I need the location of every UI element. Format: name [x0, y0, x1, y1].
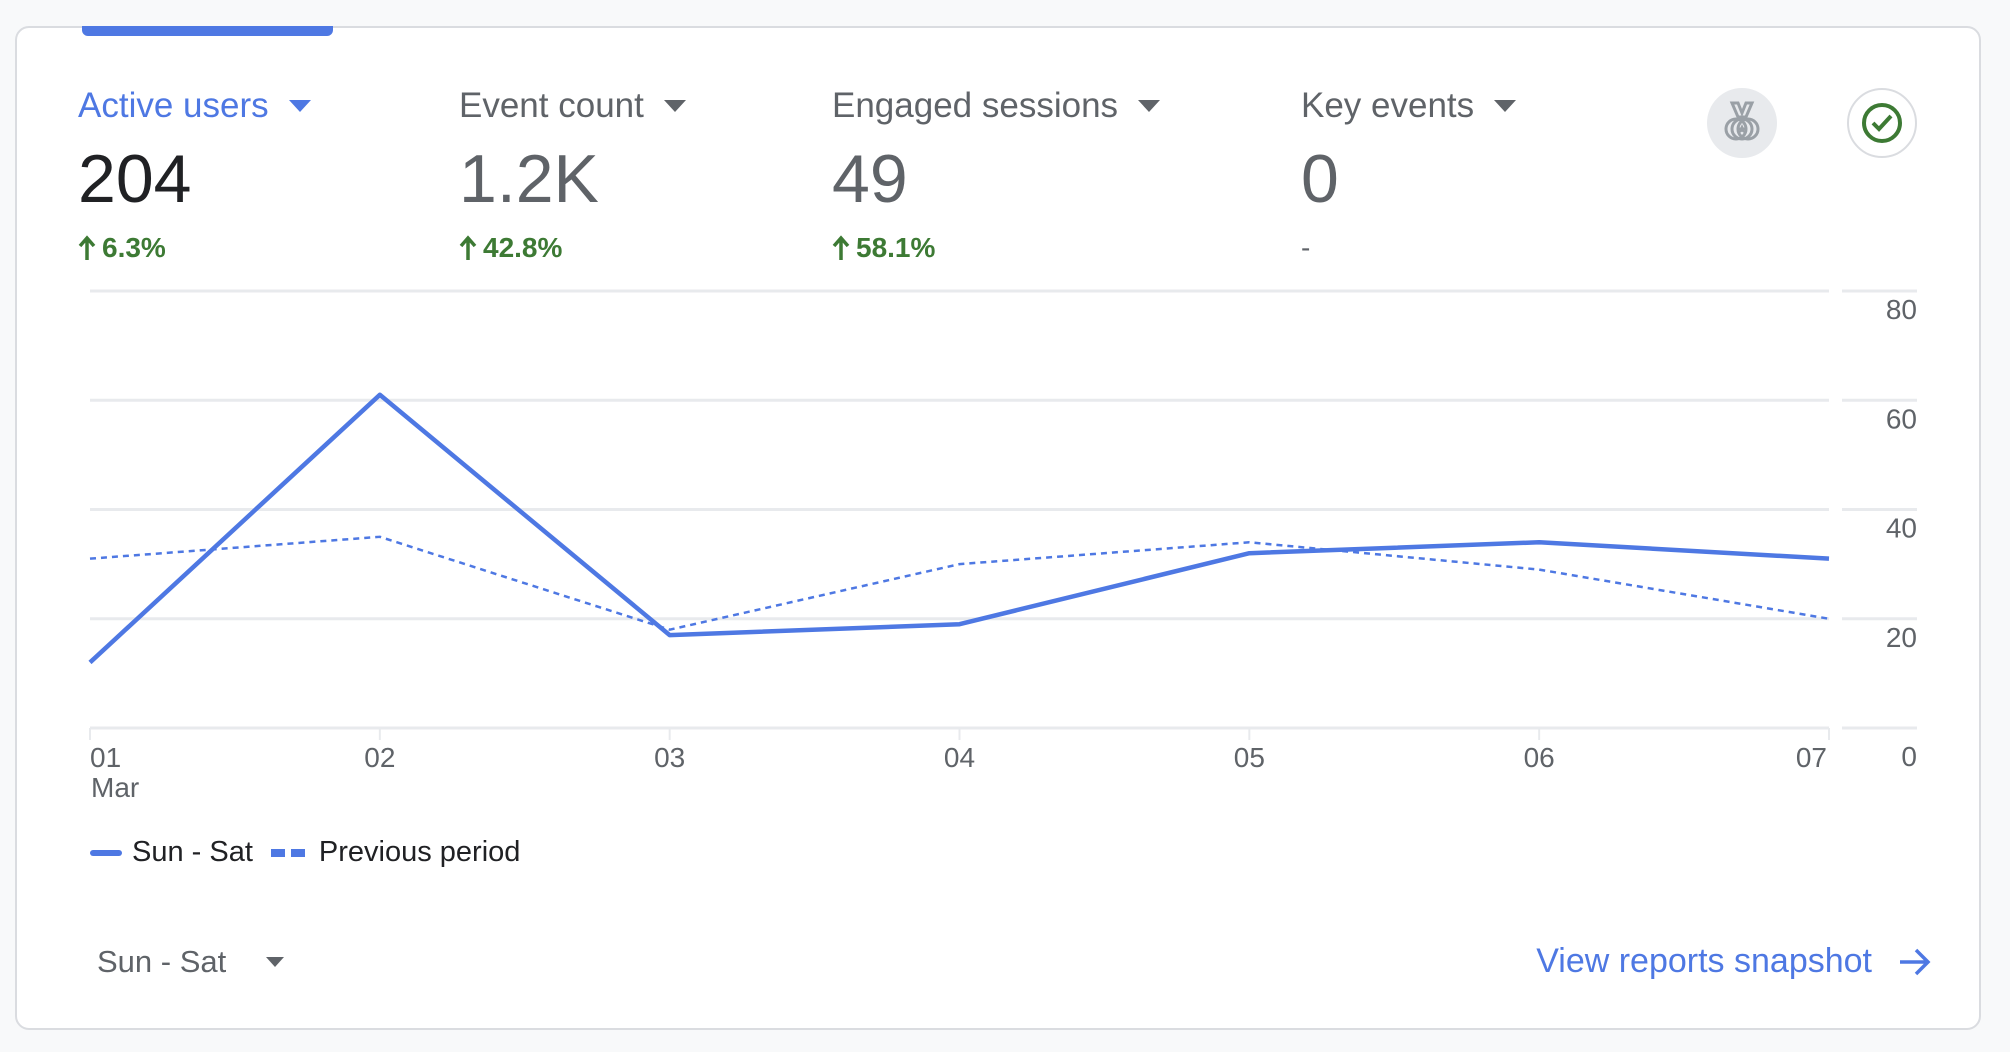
y-tick-label: 80 — [1886, 294, 1917, 325]
view-reports-label: View reports snapshot — [1536, 942, 1872, 980]
x-tick-label: 06 — [1524, 742, 1555, 773]
date-range-label: Sun - Sat — [97, 944, 227, 979]
metric-label: Engaged sessions — [832, 86, 1119, 125]
arrow-up-icon — [78, 235, 96, 260]
metric-change: 6.3% — [78, 232, 311, 264]
metric-change: 58.1% — [832, 232, 1160, 264]
legend-dashed-swatch — [270, 848, 305, 857]
metric-event-count: Event count 1.2K 42.8% — [459, 86, 686, 264]
check-circle-icon[interactable] — [1847, 88, 1917, 158]
date-range-dropdown[interactable]: Sun - Sat — [97, 944, 285, 980]
metric-value: 1.2K — [459, 141, 599, 217]
caret-down-icon — [663, 100, 686, 112]
caret-down-icon — [288, 100, 311, 112]
metric-label: Active users — [78, 86, 269, 125]
line-chart: 0 20 40 60 80 01 02 03 04 05 06 07 Mar — [88, 289, 1917, 803]
x-tick-label: 04 — [944, 742, 975, 773]
metric-change-value: 58.1% — [856, 232, 936, 263]
x-tick-label: 05 — [1234, 742, 1265, 773]
metric-change-value: 42.8% — [483, 232, 563, 263]
x-tick-label: 03 — [654, 742, 685, 773]
x-tick-label: 01 — [90, 742, 121, 773]
metric-active-users: Active users 204 6.3% — [78, 86, 311, 264]
metric-selector[interactable]: Event count — [459, 86, 686, 126]
x-tick-label: 02 — [364, 742, 395, 773]
y-tick-label: 20 — [1886, 622, 1917, 653]
metric-selector[interactable]: Engaged sessions — [832, 86, 1161, 126]
caret-down-icon — [1494, 100, 1517, 112]
arrow-up-icon — [459, 235, 477, 260]
metric-value: 0 — [1301, 141, 1339, 217]
arrow-right-icon — [1900, 948, 1931, 975]
chevron-down-icon — [266, 957, 285, 967]
legend-label-previous: Previous period — [318, 836, 521, 868]
series-line-previous — [89, 535, 1830, 631]
metric-selector[interactable]: Active users — [78, 86, 311, 126]
metric-engaged-sessions: Engaged sessions 49 58.1% — [832, 86, 1161, 264]
metric-change-value: 6.3% — [102, 232, 166, 263]
metric-change-value: - — [1301, 232, 1311, 263]
legend-label-current: Sun - Sat — [132, 836, 253, 868]
metric-label: Event count — [459, 86, 644, 125]
metric-change: - — [1301, 232, 1516, 264]
y-tick-label: 40 — [1886, 513, 1917, 544]
x-tick-label: 07 — [1796, 742, 1827, 773]
legend-solid-swatch — [90, 849, 122, 856]
active-tab-indicator — [82, 26, 333, 36]
metric-selector[interactable]: Key events — [1301, 86, 1517, 126]
caret-down-icon — [1138, 100, 1161, 112]
metric-label: Key events — [1301, 86, 1475, 125]
metric-value: 49 — [832, 141, 908, 217]
arrow-up-icon — [832, 235, 850, 260]
metric-value: 204 — [78, 141, 192, 217]
metric-key-events: Key events 0 - — [1301, 86, 1517, 264]
series-line-current — [88, 392, 1830, 665]
chart-legend: Sun - Sat Previous period — [90, 836, 520, 869]
medal-icon[interactable] — [1707, 88, 1777, 158]
y-tick-label: 60 — [1886, 403, 1917, 434]
view-reports-snapshot-link[interactable]: View reports snapshot — [1536, 942, 1932, 981]
metric-change: 42.8% — [459, 232, 686, 264]
summary-card — [15, 26, 1981, 1030]
y-tick-label: 0 — [1901, 741, 1917, 772]
x-month-label: Mar — [91, 772, 139, 803]
